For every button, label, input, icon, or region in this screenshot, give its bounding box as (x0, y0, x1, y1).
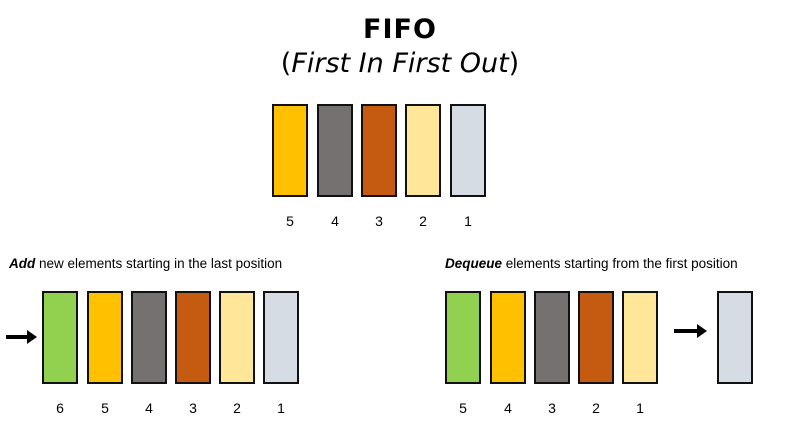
dequeued-block (717, 291, 753, 384)
dequeue-block-1 (445, 291, 481, 384)
subtitle-open-paren: ( (280, 48, 292, 79)
dequeue-label-2: 4 (504, 400, 512, 416)
arrow-right-icon (674, 324, 707, 338)
add-label-5: 2 (233, 400, 241, 416)
add-block-6 (263, 291, 299, 384)
dequeue-label-5: 1 (636, 400, 644, 416)
add-label-2: 5 (101, 400, 109, 416)
add-caption: Add new elements starting in the last po… (9, 256, 321, 271)
top-label-4: 2 (419, 213, 427, 229)
arrow-right-icon (6, 330, 37, 344)
add-block-1 (42, 291, 78, 384)
top-label-2: 4 (331, 213, 339, 229)
dequeue-label-3: 3 (548, 400, 556, 416)
top-block-3 (361, 104, 397, 197)
top-label-1: 5 (286, 213, 294, 229)
add-label-3: 4 (145, 400, 153, 416)
top-label-3: 3 (375, 213, 383, 229)
subtitle-close-paren: ) (508, 48, 520, 79)
top-block-5 (450, 104, 486, 197)
dequeue-label-1: 5 (459, 400, 467, 416)
dequeue-block-5 (622, 291, 658, 384)
top-label-5: 1 (464, 213, 472, 229)
top-block-2 (317, 104, 353, 197)
add-block-2 (87, 291, 123, 384)
add-label-6: 1 (277, 400, 285, 416)
add-caption-rest: new elements starting in the last positi… (35, 256, 283, 271)
add-block-4 (175, 291, 211, 384)
dequeue-label-4: 2 (592, 400, 600, 416)
top-block-4 (405, 104, 441, 197)
diagram-subtitle: (First In First Out) (0, 48, 800, 79)
add-label-1: 6 (56, 400, 64, 416)
add-label-4: 3 (189, 400, 197, 416)
add-block-5 (219, 291, 255, 384)
dequeue-caption: Dequeue elements starting from the first… (445, 256, 738, 271)
dequeue-block-3 (534, 291, 570, 384)
add-block-3 (131, 291, 167, 384)
add-caption-bold: Add (9, 256, 36, 271)
diagram-title: FIFO (363, 14, 437, 45)
dequeue-block-2 (490, 291, 526, 384)
top-block-1 (272, 104, 308, 197)
dequeue-caption-rest: elements starting from the first positio… (502, 256, 738, 271)
dequeue-block-4 (578, 291, 614, 384)
subtitle-text: First In First Out (291, 48, 509, 79)
dequeue-caption-bold: Dequeue (445, 256, 503, 271)
